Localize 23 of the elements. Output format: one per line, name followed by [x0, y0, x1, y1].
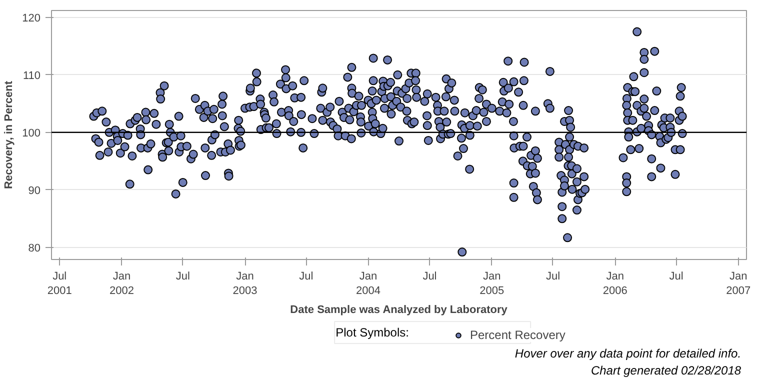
x-tick-label: Jan 2006 — [602, 270, 628, 297]
x-tick-label: Jan 2002 — [110, 270, 134, 297]
x-tick-label: Jan 2005 — [480, 270, 504, 297]
y-axis-title: Recovery, in Percent — [3, 80, 16, 190]
x-tick-label: Jul — [422, 270, 437, 282]
y-tick-label: 100 — [22, 127, 41, 140]
legend-title: Plot Symbols: — [336, 326, 409, 340]
y-tick-label: 90 — [28, 184, 41, 197]
x-tick-label: Jan 2003 — [232, 270, 258, 297]
x-axis-title: Date Sample was Analyzed by Laboratory — [290, 304, 508, 316]
x-tick-label: Jul 2001 — [47, 270, 72, 297]
text: Hover over any data point for detailed info. — [514, 346, 742, 360]
x-tick-label: Jul — [299, 270, 314, 282]
y-tick-label: 110 — [22, 70, 41, 82]
text: Chart generated 02/28/2018 — [590, 364, 742, 378]
x-tick-label: Jul — [669, 270, 684, 282]
x-tick-label: Jan 2004 — [356, 270, 381, 297]
y-tick-label: 80 — [28, 242, 41, 254]
x-tick-label: Jan 2007 — [726, 270, 751, 297]
legend-label: Percent Recovery — [470, 328, 566, 342]
x-tick-label: Jul — [546, 270, 560, 282]
x-tick-label: Jul — [176, 270, 190, 282]
y-tick-label: 120 — [22, 12, 41, 24]
